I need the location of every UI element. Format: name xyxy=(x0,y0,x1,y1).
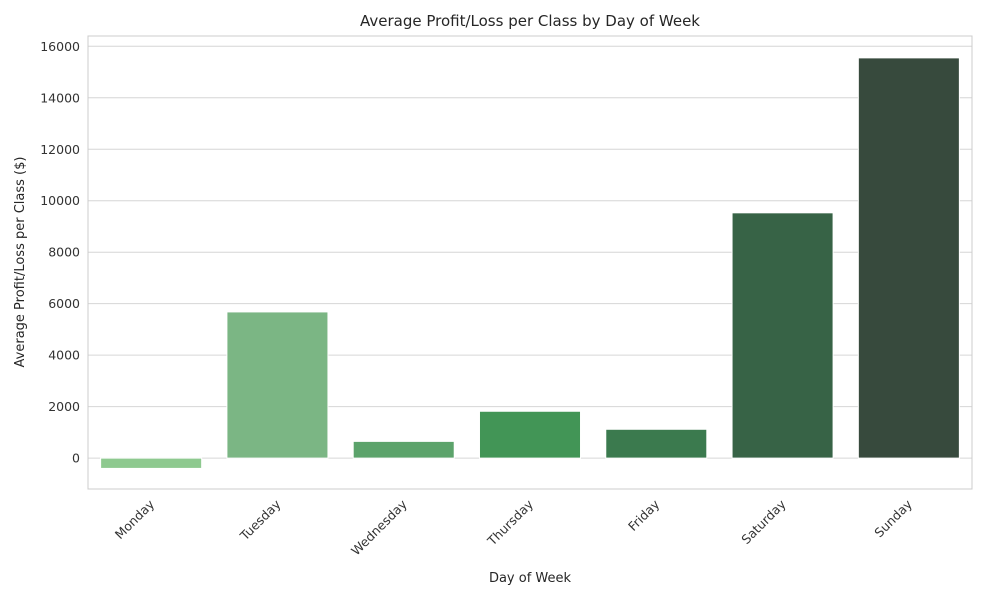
x-tick-label-sunday: Sunday xyxy=(871,496,915,540)
x-tick-labels: Monday Tuesday Wednesday Thursday Friday Satu… xyxy=(112,496,916,558)
x-tick-label-thursday: Thursday xyxy=(484,496,537,549)
chart-title: Average Profit/Loss per Class by Day of … xyxy=(360,12,700,30)
bar-friday xyxy=(605,428,708,459)
y-tick-label: 16000 xyxy=(40,39,80,54)
y-axis-title: Average Profit/Loss per Class ($) xyxy=(13,157,28,368)
bar-tuesday xyxy=(226,311,329,459)
bar-monday xyxy=(100,457,203,469)
x-tick-label-monday: Monday xyxy=(112,496,158,542)
grid-lines xyxy=(88,45,972,459)
bars xyxy=(100,57,960,469)
y-tick-label: 8000 xyxy=(48,245,80,260)
x-axis-title: Day of Week xyxy=(489,571,572,586)
x-tick-label-wednesday: Wednesday xyxy=(348,496,410,558)
plot-frame xyxy=(87,35,973,490)
bar-sunday xyxy=(857,57,960,459)
x-tick-label-friday: Friday xyxy=(625,496,663,534)
y-tick-label: 6000 xyxy=(48,296,80,311)
bar-wednesday xyxy=(352,440,455,459)
y-tick-labels: 0 2000 4000 6000 8000 10000 12000 14000 16000 xyxy=(40,39,80,466)
x-tick-label-tuesday: Tuesday xyxy=(236,496,284,544)
y-tick-label: 12000 xyxy=(40,142,80,157)
x-tick-label-saturday: Saturday xyxy=(738,496,789,547)
y-tick-label: 4000 xyxy=(48,348,80,363)
y-tick-label: 10000 xyxy=(40,193,80,208)
bar-saturday xyxy=(731,212,834,459)
y-tick-label: 2000 xyxy=(48,399,80,414)
y-tick-label: 0 xyxy=(72,451,80,466)
y-tick-label: 14000 xyxy=(40,90,80,105)
bar-thursday xyxy=(478,410,582,459)
